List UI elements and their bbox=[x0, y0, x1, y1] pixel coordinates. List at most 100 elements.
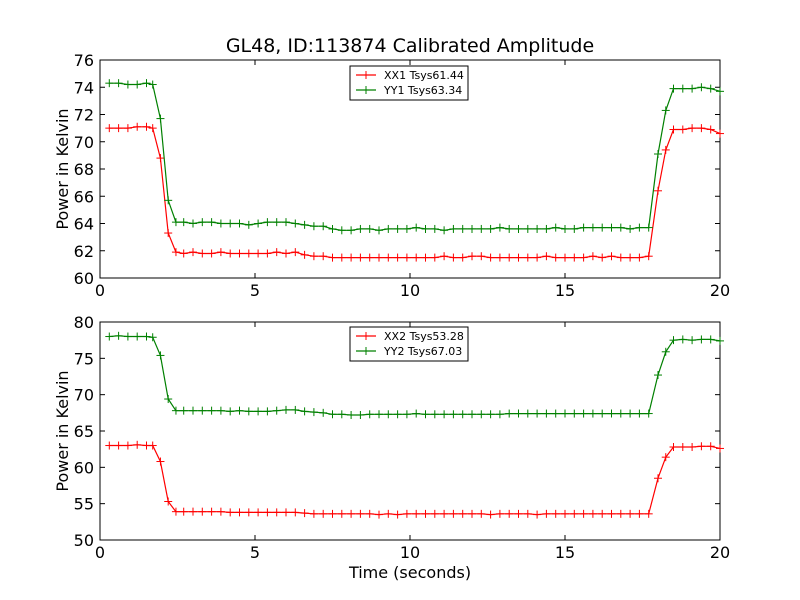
data-point bbox=[616, 509, 625, 518]
data-point bbox=[384, 509, 393, 518]
data-point bbox=[661, 453, 670, 462]
data-point bbox=[105, 79, 114, 88]
data-point bbox=[402, 224, 411, 233]
x-tick-label: 15 bbox=[555, 281, 575, 300]
data-point bbox=[309, 252, 318, 261]
data-point bbox=[458, 253, 467, 262]
data-point bbox=[616, 409, 625, 418]
data-point bbox=[337, 509, 346, 518]
data-point bbox=[551, 409, 560, 418]
data-point bbox=[430, 224, 439, 233]
data-point bbox=[561, 253, 569, 262]
data-point bbox=[319, 509, 328, 518]
x-tick-label: 5 bbox=[250, 281, 260, 300]
data-point bbox=[164, 395, 173, 404]
data-point bbox=[669, 125, 678, 134]
data-point bbox=[375, 410, 383, 419]
data-point bbox=[105, 124, 114, 133]
data-point bbox=[678, 84, 687, 93]
data-point bbox=[697, 335, 706, 344]
data-point bbox=[356, 253, 365, 262]
x-tick-label: 20 bbox=[710, 543, 730, 562]
data-point bbox=[523, 409, 532, 418]
data-point bbox=[678, 335, 687, 344]
data-point bbox=[156, 457, 165, 466]
data-point bbox=[198, 249, 207, 258]
data-point bbox=[300, 509, 309, 518]
data-point bbox=[207, 507, 216, 516]
data-point bbox=[263, 218, 272, 227]
data-point bbox=[688, 84, 697, 93]
legend-entry: YY2 Tsys67.03 bbox=[383, 345, 462, 358]
data-point bbox=[347, 226, 356, 235]
data-point bbox=[189, 219, 197, 228]
data-point bbox=[542, 252, 551, 261]
data-point bbox=[635, 223, 644, 232]
data-point bbox=[495, 223, 504, 232]
data-point bbox=[347, 253, 356, 262]
data-point bbox=[171, 218, 180, 227]
data-point bbox=[254, 219, 263, 228]
series-line bbox=[109, 126, 721, 259]
data-point bbox=[626, 224, 635, 233]
data-point bbox=[514, 509, 523, 518]
data-point bbox=[579, 253, 588, 262]
data-point bbox=[216, 507, 225, 516]
data-point bbox=[654, 150, 662, 159]
data-point bbox=[263, 249, 272, 258]
data-point bbox=[505, 224, 514, 233]
data-point bbox=[588, 509, 597, 518]
data-point bbox=[430, 253, 439, 262]
data-point bbox=[272, 218, 281, 227]
data-point bbox=[598, 253, 607, 262]
data-point bbox=[216, 219, 225, 228]
data-point bbox=[337, 253, 346, 262]
data-point bbox=[598, 223, 607, 232]
data-point bbox=[114, 331, 123, 340]
data-point bbox=[356, 411, 365, 420]
data-point bbox=[291, 405, 300, 414]
data-point bbox=[319, 408, 328, 417]
series-xx bbox=[105, 122, 724, 262]
data-point bbox=[495, 410, 504, 419]
data-point bbox=[300, 250, 309, 259]
data-point bbox=[561, 409, 569, 418]
data-point bbox=[661, 106, 670, 115]
data-point bbox=[226, 508, 235, 517]
data-point bbox=[282, 405, 290, 414]
data-point bbox=[468, 224, 476, 233]
data-point bbox=[198, 406, 207, 415]
data-point bbox=[179, 406, 188, 415]
data-point bbox=[661, 347, 670, 356]
data-point bbox=[291, 219, 300, 228]
data-point bbox=[607, 409, 616, 418]
legend: XX1 Tsys61.44 YY1 Tsys63.34 bbox=[349, 65, 469, 101]
data-point bbox=[551, 253, 560, 262]
x-tick-label: 15 bbox=[555, 543, 575, 562]
data-point bbox=[468, 509, 476, 518]
data-point bbox=[551, 223, 560, 232]
x-tick-label: 10 bbox=[400, 281, 420, 300]
data-point bbox=[412, 223, 421, 232]
data-point bbox=[551, 509, 560, 518]
data-point bbox=[458, 224, 467, 233]
data-point bbox=[164, 196, 173, 205]
data-point bbox=[207, 218, 216, 227]
data-point bbox=[412, 409, 421, 418]
data-point bbox=[533, 224, 542, 233]
data-point bbox=[458, 410, 467, 419]
data-point bbox=[384, 410, 393, 419]
data-point bbox=[171, 507, 180, 516]
data-point bbox=[189, 248, 197, 257]
series-xx bbox=[105, 440, 724, 519]
data-point bbox=[171, 406, 180, 415]
data-point bbox=[635, 409, 644, 418]
data-point bbox=[421, 509, 430, 518]
x-tick-label: 0 bbox=[95, 543, 105, 562]
data-point bbox=[505, 253, 514, 262]
data-point bbox=[716, 87, 724, 96]
y-axis-label: Power in Kelvin bbox=[53, 370, 72, 491]
data-point bbox=[133, 80, 142, 89]
data-point bbox=[133, 332, 142, 341]
